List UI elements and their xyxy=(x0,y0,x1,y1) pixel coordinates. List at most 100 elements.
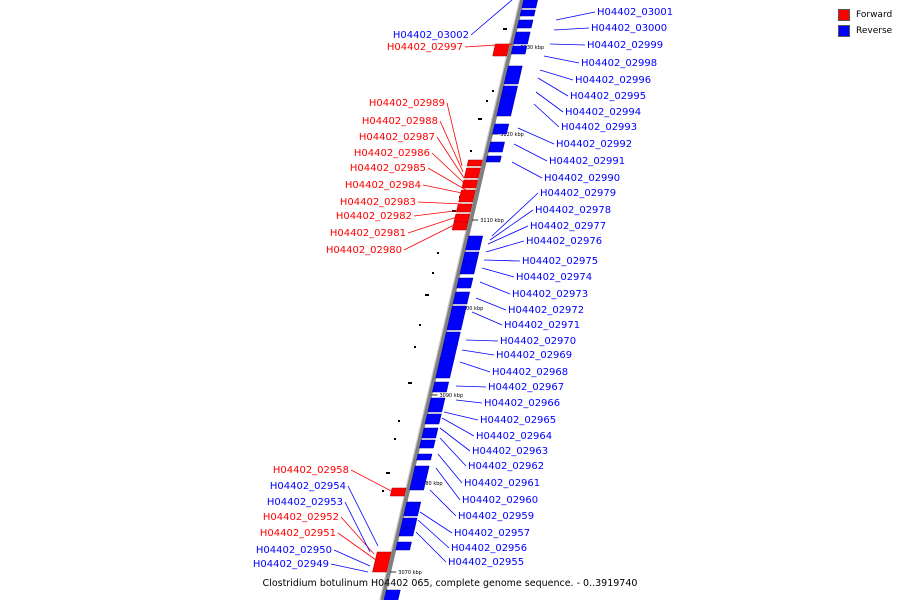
forward-leader-line xyxy=(337,532,377,561)
ruler-dot xyxy=(503,28,507,30)
ruler-dot xyxy=(486,100,488,102)
reverse-leader-line xyxy=(415,531,447,563)
reverse-gene-block xyxy=(462,251,480,263)
reverse-leader-line xyxy=(465,339,499,342)
reverse-gene-label: H04402_03000 xyxy=(591,23,667,34)
reverse-gene-block xyxy=(521,0,538,9)
reverse-gene-label: H04402_02970 xyxy=(500,336,576,347)
ruler-dot xyxy=(394,438,396,440)
reverse-leader-line xyxy=(543,55,580,64)
ruler-tick-label: 3130 kbp xyxy=(520,45,544,51)
ruler-dot xyxy=(386,472,390,474)
reverse-gene-block xyxy=(383,589,401,600)
ruler-dot xyxy=(432,272,434,274)
ruler-dot xyxy=(398,420,400,422)
forward-gene-label: H04402_02980 xyxy=(326,245,402,256)
reverse-leader-line xyxy=(455,399,483,404)
forward-swatch-icon xyxy=(838,9,850,21)
ruler-tick-label: 3110 kbp xyxy=(480,218,504,224)
ruler-tick-label: 3100 kbp xyxy=(460,306,484,312)
reverse-gene-label: H04402_02962 xyxy=(468,461,544,472)
reverse-leader-line xyxy=(511,161,543,179)
reverse-gene-block xyxy=(432,381,450,393)
ruler-dot xyxy=(414,346,416,348)
reverse-gene-block xyxy=(487,141,505,153)
reverse-gene-label: H04402_03002 xyxy=(393,30,469,41)
reverse-gene-label: H04402_02979 xyxy=(540,188,616,199)
ruler-tick-label: 3120 kbp xyxy=(500,132,524,138)
forward-gene-block xyxy=(458,189,476,203)
forward-gene-block xyxy=(372,551,392,573)
reverse-leader-line xyxy=(487,225,529,245)
reverse-gene-label: H04402_02996 xyxy=(575,75,651,86)
reverse-gene-label: H04402_02964 xyxy=(476,431,552,442)
forward-gene-label: H04402_02997 xyxy=(387,42,463,53)
forward-gene-block xyxy=(389,487,407,497)
reverse-leader-line xyxy=(439,437,467,467)
reverse-leader-line xyxy=(461,349,495,356)
forward-gene-label: H04402_02986 xyxy=(354,148,430,159)
legend: Forward Reverse xyxy=(838,9,892,41)
reverse-gene-label: H04402_02969 xyxy=(496,350,572,361)
forward-gene-block xyxy=(492,43,510,57)
legend-label-reverse: Reverse xyxy=(856,26,893,36)
reverse-leader-line xyxy=(470,0,513,36)
reverse-gene-block xyxy=(492,123,510,135)
reverse-gene-block xyxy=(403,501,422,517)
reverse-gene-label: H04402_02960 xyxy=(462,495,538,506)
reverse-gene-label: H04402_02977 xyxy=(530,221,606,232)
forward-leader-line xyxy=(340,516,375,555)
forward-gene-label: H04402_02982 xyxy=(336,211,412,222)
forward-gene-block xyxy=(451,221,469,231)
reverse-gene-block xyxy=(452,291,471,305)
reverse-gene-label: H04402_02974 xyxy=(516,272,592,283)
forward-gene-block xyxy=(466,159,483,167)
forward-leader-line xyxy=(436,136,465,179)
forward-leader-line xyxy=(413,209,463,217)
reverse-gene-label: H04402_02998 xyxy=(581,58,657,69)
ruler-tick-label: 3090 kbp xyxy=(439,393,463,399)
ruler-dot xyxy=(470,150,472,152)
ruler-dot xyxy=(437,252,439,254)
reverse-gene-label: H04402_02972 xyxy=(508,305,584,316)
reverse-gene-label: H04402_02965 xyxy=(480,415,556,426)
reverse-gene-label: H04402_03001 xyxy=(597,7,673,18)
reverse-leader-line xyxy=(437,453,463,484)
reverse-gene-block xyxy=(400,517,418,529)
reverse-gene-label: H04402_02956 xyxy=(451,543,527,554)
reverse-gene-block xyxy=(501,85,518,97)
reverse-gene-block xyxy=(519,9,536,17)
reverse-gene-block xyxy=(485,155,502,163)
forward-gene-label: H04402_02984 xyxy=(345,180,421,191)
reverse-gene-label: H04402_02993 xyxy=(561,122,637,133)
reverse-gene-label: H04402_02957 xyxy=(454,528,530,539)
reverse-gene-label: H04402_02976 xyxy=(526,236,602,247)
reverse-gene-label: H04402_02961 xyxy=(464,478,540,489)
reverse-gene-label: H04402_02975 xyxy=(522,256,598,267)
reverse-leader-line xyxy=(330,563,369,573)
reverse-leader-line xyxy=(489,209,534,241)
reverse-gene-label: H04402_02966 xyxy=(484,398,560,409)
reverse-gene-block xyxy=(416,453,433,461)
reverse-gene-block xyxy=(446,305,467,331)
legend-label-forward: Forward xyxy=(856,10,893,20)
forward-leader-line xyxy=(403,221,461,251)
reverse-leader-line xyxy=(549,43,586,46)
reverse-gene-label: H04402_02963 xyxy=(472,446,548,457)
reverse-gene-block xyxy=(419,439,436,449)
reverse-leader-line xyxy=(475,297,507,311)
backbone-highlight xyxy=(379,0,521,600)
reverse-leader-line xyxy=(459,361,491,373)
reverse-leader-line xyxy=(417,519,450,549)
ruler-dot xyxy=(408,382,412,384)
reverse-leader-line xyxy=(537,77,569,97)
forward-gene-label: H04402_02987 xyxy=(359,132,435,143)
reverse-gene-label: H04402_02967 xyxy=(488,382,564,393)
reverse-gene-label: H04402_02992 xyxy=(556,139,632,150)
reverse-gene-label: H04402_02973 xyxy=(512,289,588,300)
forward-leader-line xyxy=(407,215,461,234)
reverse-gene-label: H04402_02953 xyxy=(267,497,343,508)
reverse-leader-line xyxy=(439,427,471,452)
reverse-leader-line xyxy=(555,11,596,21)
